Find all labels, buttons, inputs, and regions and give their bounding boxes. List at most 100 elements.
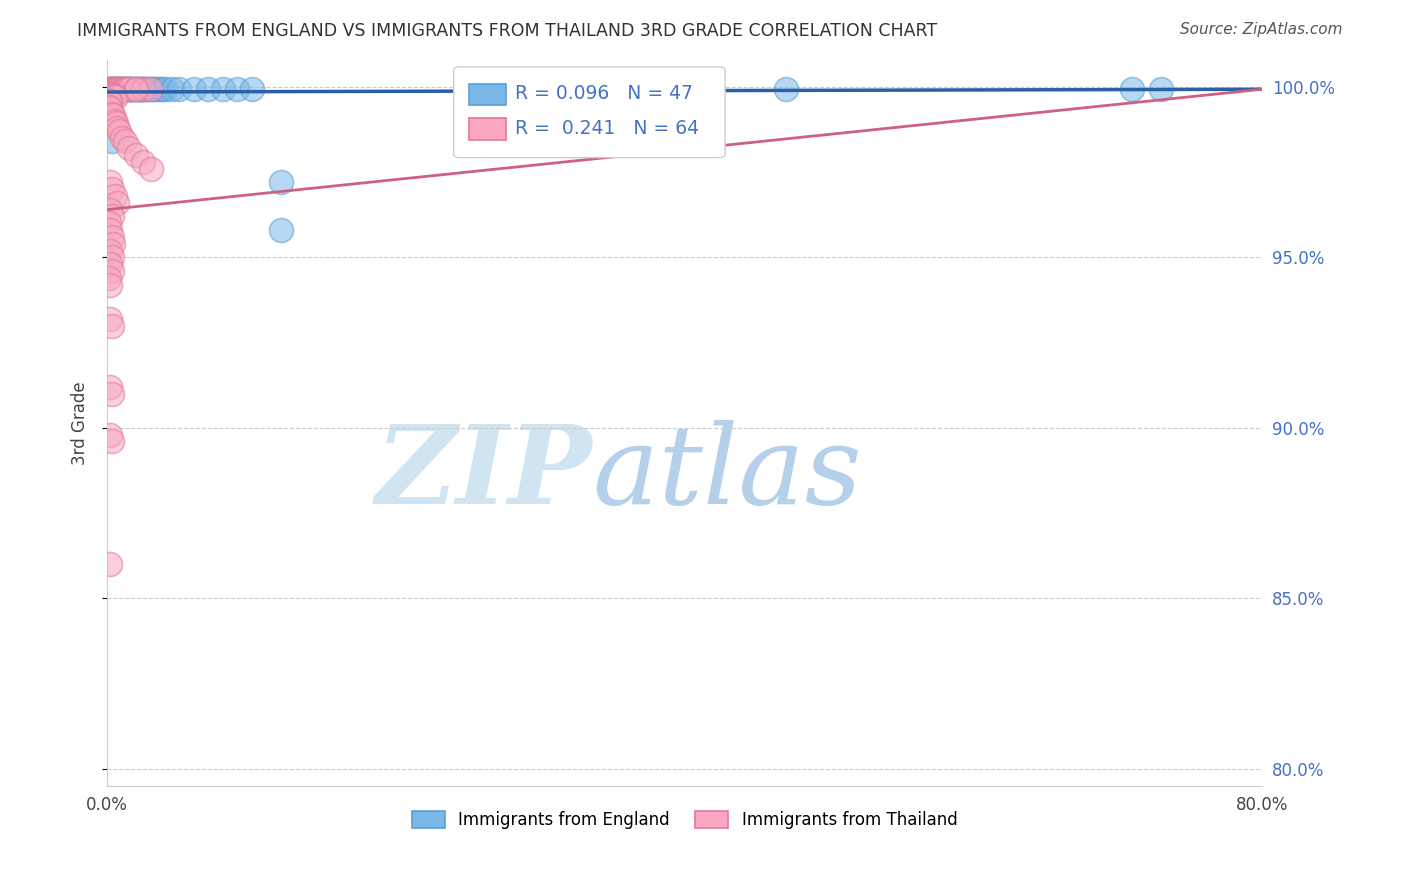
Point [98,311,121,326]
Point [100,210,122,224]
Point [112,82,135,96]
Point [98,82,121,96]
Text: IMMIGRANTS FROM ENGLAND VS IMMIGRANTS FROM THAILAND 3RD GRADE CORRELATION CHART: IMMIGRANTS FROM ENGLAND VS IMMIGRANTS FR… [77,22,938,40]
FancyBboxPatch shape [468,84,506,105]
Point [240,82,263,96]
Point [97,82,120,96]
Point [122,82,145,96]
Point [169,82,191,96]
Point [103,189,125,203]
Point [110,82,132,96]
Point [125,82,148,96]
Point [98,87,121,102]
Point [132,154,155,169]
Y-axis label: 3rd Grade: 3rd Grade [72,381,89,465]
Point [136,82,159,96]
Point [100,434,122,449]
Point [100,264,122,278]
Point [98,380,121,394]
Point [100,107,122,121]
Point [101,82,124,96]
Text: ZIP: ZIP [375,420,592,527]
Point [121,82,143,96]
Point [108,82,131,96]
Point [197,82,219,96]
Point [97,94,120,108]
Point [127,82,149,96]
Point [105,82,128,96]
Point [101,88,124,103]
Point [104,82,127,96]
Point [98,244,121,258]
Point [100,82,122,96]
Point [125,82,148,96]
Text: R = 0.096   N = 47: R = 0.096 N = 47 [515,84,693,103]
Point [97,216,120,230]
Point [112,82,135,96]
Point [108,124,131,138]
Point [105,82,128,96]
Point [120,82,142,96]
Point [100,318,122,333]
Point [1121,82,1143,96]
Point [101,108,124,122]
Point [98,257,121,271]
Point [108,82,131,96]
Point [101,236,124,251]
Legend: Immigrants from England, Immigrants from Thailand: Immigrants from England, Immigrants from… [405,804,965,836]
Point [153,82,176,96]
Point [124,82,146,96]
Point [139,82,162,96]
Point [131,82,153,96]
Point [98,175,121,189]
Point [111,82,134,96]
Point [105,120,128,135]
Point [104,82,127,96]
Text: atlas: atlas [592,420,862,527]
Point [139,82,162,96]
Point [111,82,134,96]
Point [132,82,155,96]
Point [98,202,121,217]
Point [97,270,120,285]
Point [103,82,125,96]
Point [114,82,136,96]
Point [103,89,125,103]
Point [100,82,122,96]
Point [125,148,148,162]
FancyBboxPatch shape [468,119,506,140]
Point [103,82,125,96]
Point [98,223,121,237]
Point [100,88,122,103]
Point [183,82,205,96]
Point [128,82,150,96]
Point [114,135,136,149]
Text: Source: ZipAtlas.com: Source: ZipAtlas.com [1180,22,1343,37]
Point [775,82,797,96]
Point [97,82,120,96]
Point [110,82,132,96]
Point [270,223,292,237]
Point [114,82,136,96]
Point [100,182,122,196]
Point [104,90,127,104]
Point [1150,82,1173,96]
Point [98,82,121,96]
Point [100,386,122,401]
Point [98,94,121,108]
Point [100,250,122,264]
Point [115,82,138,96]
Point [118,141,141,155]
Point [97,87,120,101]
Point [602,82,624,96]
Point [142,82,165,96]
Point [100,135,122,149]
Point [104,116,127,130]
Point [105,195,128,210]
Point [129,82,152,96]
FancyBboxPatch shape [454,67,725,158]
Point [132,82,155,96]
Point [139,161,162,176]
Point [148,82,170,96]
Point [100,230,122,244]
